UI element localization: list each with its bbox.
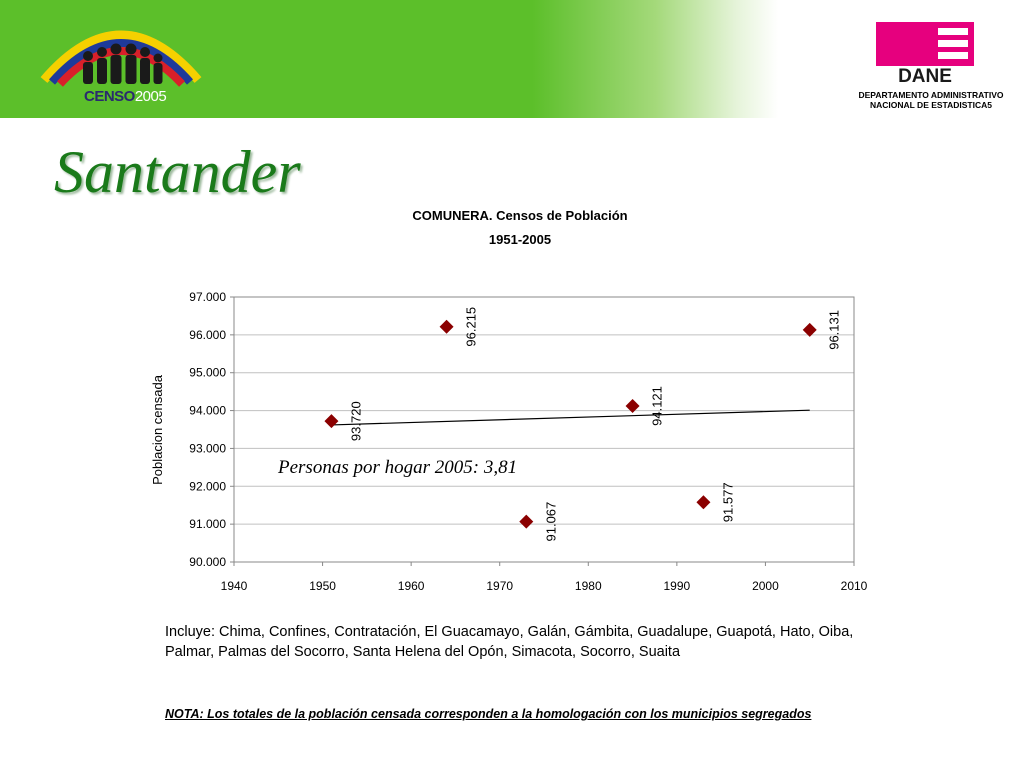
x-tick-label: 1990 bbox=[664, 579, 691, 593]
y-tick-label: 93.000 bbox=[189, 441, 226, 455]
data-label: 91.577 bbox=[720, 482, 735, 522]
x-tick-label: 1950 bbox=[309, 579, 336, 593]
x-tick-label: 1970 bbox=[486, 579, 513, 593]
x-tick-label: 2000 bbox=[752, 579, 779, 593]
data-label: 96.215 bbox=[464, 307, 479, 347]
data-point bbox=[802, 322, 817, 337]
data-point bbox=[519, 514, 534, 529]
x-tick-label: 1940 bbox=[221, 579, 248, 593]
y-tick-label: 94.000 bbox=[189, 404, 226, 418]
data-label: 94.121 bbox=[650, 386, 665, 426]
dane-caption: DEPARTAMENTO ADMINISTRATIVO NACIONAL DE … bbox=[858, 90, 1004, 110]
x-tick-label: 1980 bbox=[575, 579, 602, 593]
population-chart: COMUNERA. Censos de Población 1951-2005 … bbox=[150, 208, 868, 593]
data-label: 91.067 bbox=[543, 502, 558, 542]
censo-2005-logo bbox=[40, 30, 202, 87]
chart-subtitle: 1951-2005 bbox=[489, 232, 551, 247]
data-point bbox=[439, 319, 454, 334]
data-label: 96.131 bbox=[827, 310, 842, 350]
y-tick-label: 90.000 bbox=[189, 555, 226, 569]
x-tick-label: 2010 bbox=[841, 579, 868, 593]
trend-line bbox=[331, 409, 810, 426]
x-tick-label: 1960 bbox=[398, 579, 425, 593]
people-group-icon bbox=[83, 43, 163, 84]
homologation-note: NOTA: Los totales de la población censad… bbox=[165, 707, 812, 721]
chart-title: COMUNERA. Censos de Población bbox=[412, 208, 627, 223]
data-point bbox=[696, 495, 711, 510]
households-annotation: Personas por hogar 2005: 3,81 bbox=[277, 457, 517, 478]
plot-area-border bbox=[233, 296, 855, 563]
data-point bbox=[625, 398, 640, 413]
y-tick-label: 97.000 bbox=[189, 290, 226, 304]
y-axis-label: Poblacion censada bbox=[150, 374, 165, 485]
included-municipalities-note: Incluye: Chima, Confines, Contratación, … bbox=[165, 624, 854, 660]
y-tick-label: 95.000 bbox=[189, 366, 226, 380]
y-tick-label: 91.000 bbox=[189, 517, 226, 531]
dane-logo: DANE bbox=[876, 22, 974, 84]
censo-logo-text: CENSO2005 bbox=[84, 88, 167, 105]
y-tick-label: 96.000 bbox=[189, 328, 226, 342]
page-title: Santander bbox=[54, 139, 301, 205]
data-label: 93.720 bbox=[348, 401, 363, 441]
data-point bbox=[324, 414, 339, 429]
y-tick-label: 92.000 bbox=[189, 479, 226, 493]
dane-logo-text: DANE bbox=[898, 66, 952, 84]
